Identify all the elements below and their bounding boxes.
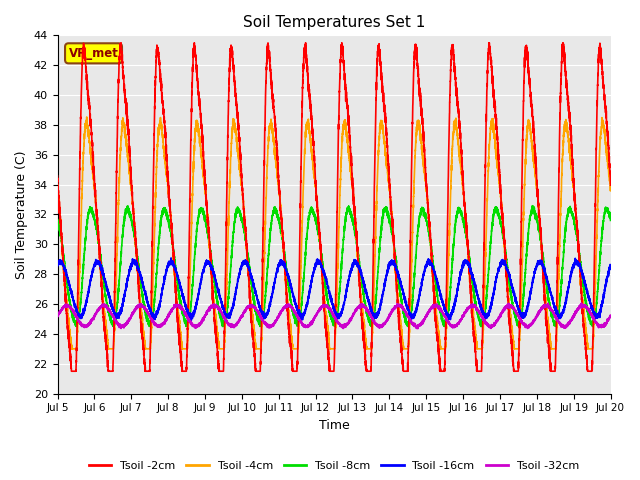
Y-axis label: Soil Temperature (C): Soil Temperature (C) bbox=[15, 150, 28, 279]
Text: VR_met: VR_met bbox=[68, 47, 118, 60]
Legend: Tsoil -2cm, Tsoil -4cm, Tsoil -8cm, Tsoil -16cm, Tsoil -32cm: Tsoil -2cm, Tsoil -4cm, Tsoil -8cm, Tsoi… bbox=[84, 456, 584, 475]
Title: Soil Temperatures Set 1: Soil Temperatures Set 1 bbox=[243, 15, 425, 30]
X-axis label: Time: Time bbox=[319, 419, 349, 432]
